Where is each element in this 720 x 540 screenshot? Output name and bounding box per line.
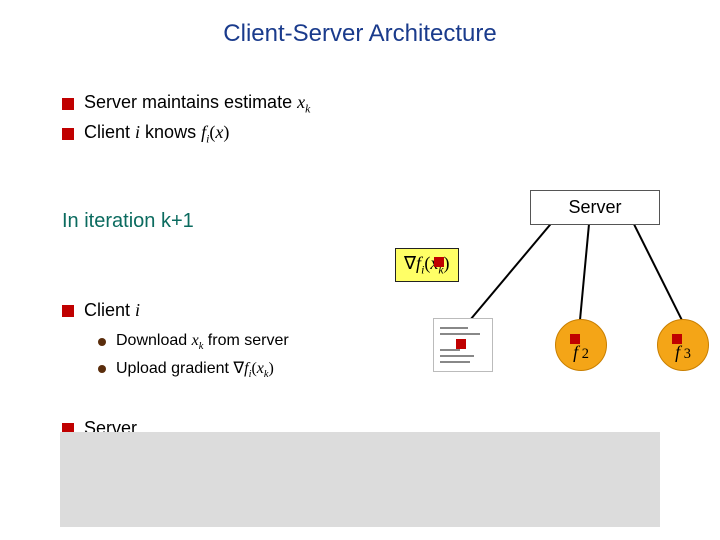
slide-title: Client-Server Architecture [0,20,720,48]
text: knows [140,122,201,142]
subbullet-text: Upload gradient ∇fi(xk) [116,358,274,380]
gradient-annotation-box: ∇fi(xk) [395,248,459,282]
bullet-square-icon [62,98,74,110]
math-x: x [257,360,264,377]
math-x: x [192,332,199,349]
diagram-edge [579,224,590,320]
subbullet-download: Download xk from server [98,332,289,352]
client-label: f 3 [675,342,691,363]
slide-root: Client-Server Architecture Server mainta… [0,0,720,540]
text: Upload gradient [116,360,233,377]
math-i: i [135,300,140,320]
subbullet-dot-icon [98,338,106,346]
server-node: Server [530,190,660,225]
client-label: f 2 [573,342,589,363]
bullet-text: Server maintains estimate xk [84,92,310,116]
bullet-client-knows: Client i knows fi(x) [62,122,229,146]
subbullet-upload: Upload gradient ∇fi(xk) [98,358,274,380]
diagram-edge [633,224,683,321]
text: Download [116,332,192,349]
bullet-square-icon [62,128,74,140]
nabla-icon: ∇ [233,360,244,377]
bullet-text: Client i knows fi(x) [84,122,229,146]
diagram-edge [461,223,552,330]
bullet-square-icon [62,305,74,317]
paren-close: ) [269,360,274,377]
text: Client [84,300,135,320]
math-x: x [297,92,305,112]
bullet-text: Client i [84,300,140,321]
text: from server [203,332,288,349]
nabla-icon: ∇ [404,253,416,273]
bullet-server-estimate: Server maintains estimate xk [62,92,310,116]
client-node-1 [433,318,493,372]
occlusion-overlay [60,432,660,527]
text: Client [84,122,135,142]
client-node-3: f 3 [657,319,709,371]
math-sub-k: k [305,103,310,116]
bullet-client-i: Client i [62,300,140,321]
paren-close: ) [444,253,450,273]
heading-text: In iteration k+1 [62,210,194,233]
client-node-2: f 2 [555,319,607,371]
server-label: Server [568,197,621,217]
subbullet-dot-icon [98,365,106,373]
subbullet-text: Download xk from server [116,332,289,352]
text: Server maintains estimate [84,92,297,112]
marker-icon [456,339,466,349]
heading-iteration: In iteration k+1 [62,210,194,233]
marker-icon [434,257,444,267]
paren-close: ) [223,122,229,142]
